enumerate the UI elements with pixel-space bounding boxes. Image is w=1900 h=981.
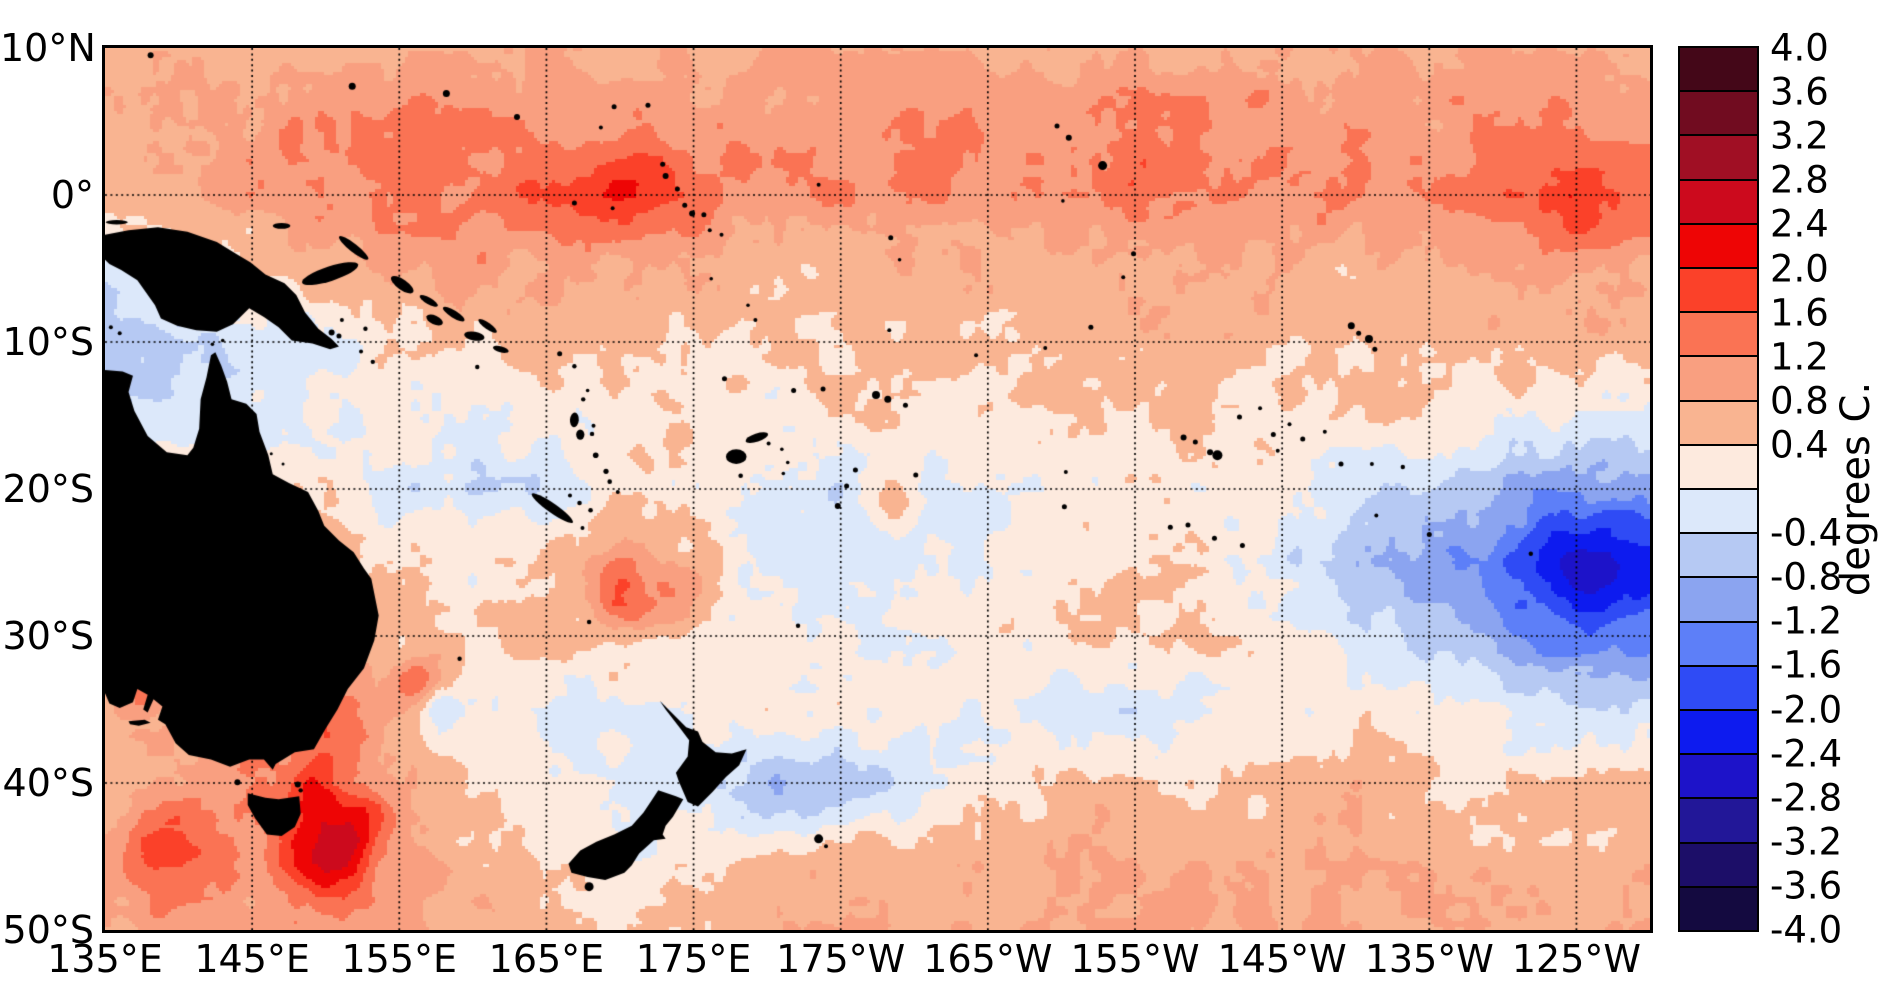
colorbar-tick-label: 1.6	[1770, 291, 1829, 335]
colorbar-tick-label: -2.8	[1770, 776, 1843, 820]
colorbar-segment	[1680, 269, 1757, 314]
y-tick-label: 50°S	[2, 908, 94, 952]
colorbar-segment	[1680, 887, 1757, 931]
colorbar	[1678, 46, 1759, 932]
colorbar-tick-label: 0.4	[1770, 423, 1829, 467]
colorbar-tick-label: -4.0	[1770, 908, 1843, 952]
colorbar-tick-label: 3.6	[1770, 70, 1829, 114]
colorbar-segment	[1680, 180, 1757, 225]
colorbar-segment	[1680, 755, 1757, 800]
colorbar-tick-label: -3.2	[1770, 820, 1843, 864]
x-tick-label: 145°E	[194, 937, 310, 981]
colorbar-segment	[1680, 445, 1757, 491]
colorbar-tick-label: 2.8	[1770, 158, 1829, 202]
colorbar-segment	[1680, 401, 1757, 446]
colorbar-tick-label: -2.0	[1770, 688, 1843, 731]
colorbar-tick-label: 2.0	[1770, 247, 1829, 290]
x-tick-label: 175°E	[635, 937, 752, 981]
colorbar-segment	[1680, 534, 1757, 579]
colorbar-segment	[1680, 711, 1757, 756]
colorbar-tick-label: -3.6	[1770, 864, 1843, 908]
colorbar-segment	[1680, 92, 1757, 137]
y-tick-label: 20°S	[2, 467, 94, 511]
colorbar-axis-label: degrees C.	[1833, 381, 1879, 597]
colorbar-tick-label: -1.2	[1770, 599, 1843, 643]
colorbar-segment	[1680, 578, 1757, 623]
x-tick-label: 155°W	[1070, 937, 1200, 981]
colorbar-segment	[1680, 224, 1757, 270]
x-tick-label: 135°E	[47, 937, 163, 981]
x-tick-label: 145°W	[1217, 937, 1347, 981]
y-tick-label: 0°	[50, 173, 94, 217]
map-plot-area	[102, 45, 1653, 933]
colorbar-segment	[1680, 48, 1757, 93]
colorbar-segment	[1680, 136, 1757, 181]
x-tick-label: 165°W	[923, 937, 1053, 981]
y-tick-label: 10°S	[2, 320, 94, 364]
x-tick-label: 165°E	[488, 937, 605, 981]
colorbar-segment	[1680, 490, 1757, 535]
colorbar-tick-label: 3.2	[1770, 114, 1829, 158]
colorbar-tick-label: 4.0	[1770, 26, 1829, 70]
x-tick-label: 155°E	[341, 937, 458, 981]
colorbar-tick-label: -2.4	[1770, 732, 1843, 776]
y-tick-label: 40°S	[2, 761, 94, 805]
colorbar-tick-label: 0.8	[1770, 379, 1829, 423]
colorbar-segment	[1680, 622, 1757, 667]
colorbar-tick-label: -0.8	[1770, 555, 1843, 599]
colorbar-segment	[1680, 666, 1757, 712]
x-tick-label: 125°W	[1511, 937, 1641, 981]
y-tick-label: 10°N	[0, 26, 96, 70]
y-tick-label: 30°S	[2, 614, 94, 658]
sst-anomaly-heatmap-canvas	[105, 48, 1650, 930]
colorbar-segment	[1680, 799, 1757, 844]
colorbar-tick-label: 1.2	[1770, 335, 1829, 379]
colorbar-segment	[1680, 357, 1757, 402]
x-tick-label: 135°W	[1364, 937, 1494, 981]
colorbar-segment	[1680, 843, 1757, 888]
colorbar-tick-label: -0.4	[1770, 511, 1843, 555]
colorbar-tick-label: 2.4	[1770, 202, 1829, 246]
x-tick-label: 175°W	[776, 937, 906, 981]
colorbar-segment	[1680, 313, 1757, 358]
colorbar-tick-label: -1.6	[1770, 643, 1843, 687]
